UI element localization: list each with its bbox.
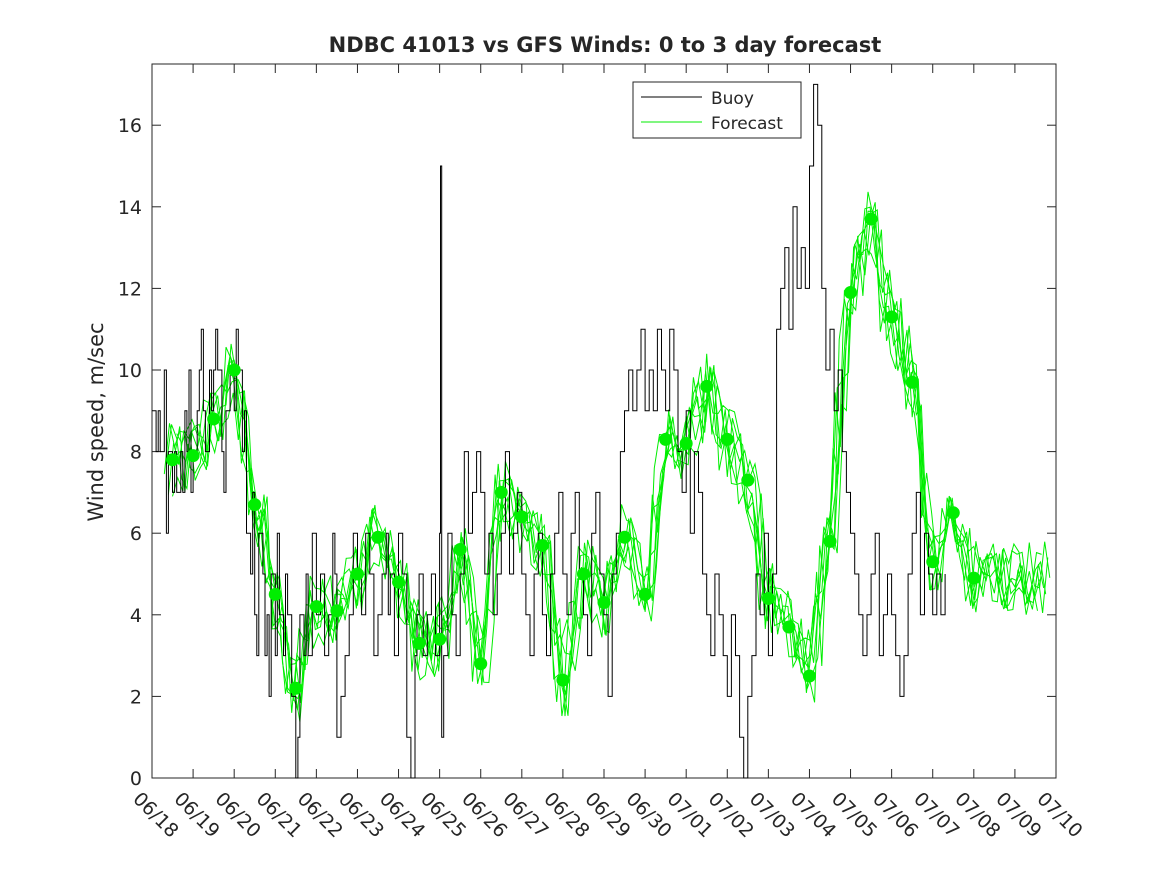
forecast-marker [967,571,981,585]
y-tick-label: 14 [118,197,142,219]
forecast-marker [782,620,796,634]
y-tick-label: 12 [118,278,142,300]
forecast-marker [638,587,652,601]
forecast-marker [227,363,241,377]
forecast-marker [474,657,488,671]
legend-box [632,81,802,139]
forecast-marker [905,375,919,389]
forecast-marker [885,310,899,324]
forecast-marker [761,591,775,605]
forecast-marker [433,632,447,646]
forecast-marker [248,498,262,512]
buoy-line [152,83,946,779]
forecast-marker [371,530,385,544]
forecast-marker [741,473,755,487]
forecast-marker [309,600,323,614]
forecast-marker [268,587,282,601]
chart-title: NDBC 41013 vs GFS Winds: 0 to 3 day fore… [329,33,882,57]
forecast-marker [494,485,508,499]
forecast-marker [515,510,529,524]
forecast-marker [864,212,878,226]
forecast-marker [166,453,180,467]
y-axis-label: Wind speed, m/sec [84,322,108,521]
y-tick-label: 16 [118,115,142,137]
forecast-marker [289,681,303,695]
forecast-line [176,202,1051,703]
forecast-marker [823,534,837,548]
forecast-marker [926,555,940,569]
forecast-marker [207,412,221,426]
legend-label-forecast: Forecast [711,114,783,134]
forecast-marker [453,543,467,557]
forecast-marker [186,449,200,463]
forecast-marker [556,673,570,687]
forecast-marker [802,669,816,683]
legend-label-buoy: Buoy [711,89,754,109]
y-tick-label: 0 [130,768,142,790]
y-tick-label: 10 [118,360,142,382]
forecast-marker [659,432,673,446]
forecast-marker [700,379,714,393]
forecast-marker [720,432,734,446]
forecast-marker [576,567,590,581]
legend: Buoy Forecast [632,81,802,139]
forecast-line [172,229,1047,716]
y-tick-label: 6 [130,523,142,545]
forecast-marker [618,530,632,544]
forecast-marker [844,285,858,299]
forecast-marker [392,575,406,589]
y-tick-label: 8 [130,442,142,464]
y-tick-label: 4 [130,605,142,627]
forecast-marker [412,636,426,650]
forecast-marker [535,538,549,552]
forecast-marker [946,506,960,520]
forecast-marker [679,436,693,450]
forecast-marker [350,567,364,581]
y-tick-label: 2 [130,686,142,708]
forecast-marker [597,596,611,610]
forecast-marker [330,604,344,618]
